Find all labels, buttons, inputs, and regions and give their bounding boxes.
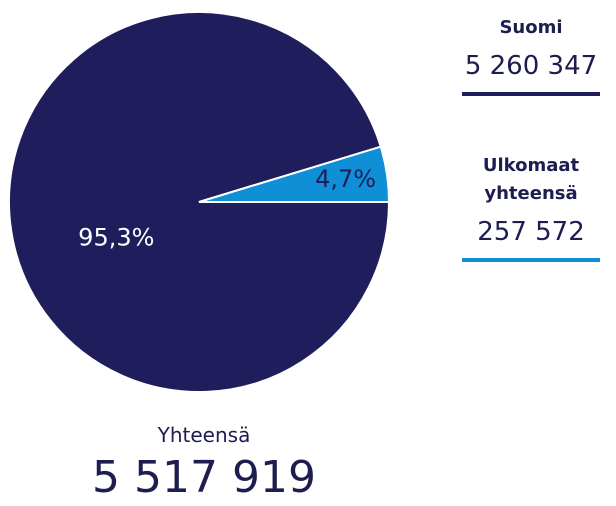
legend-label: Suomi	[499, 17, 563, 38]
pie-chart: 95,3% 4,7%	[8, 11, 391, 393]
legend-entry: Suomi 5 260 347	[456, 14, 606, 96]
legend-entry: Ulkomaat yhteensä 257 572	[456, 152, 606, 262]
total-block: Yhteensä 5 517 919	[54, 420, 354, 506]
legend-label: Ulkomaat yhteensä	[482, 155, 580, 204]
slice-label: 4,7%	[315, 165, 376, 193]
legend-count: 257 572	[477, 217, 585, 247]
pie-slice	[198, 145, 391, 203]
total-value: 5 517 919	[92, 452, 316, 503]
legend-swatch	[462, 258, 600, 262]
legend-swatch	[462, 92, 600, 96]
slice-label: 95,3%	[78, 223, 154, 251]
total-label: Yhteensä	[157, 423, 251, 447]
legend-count: 5 260 347	[464, 51, 598, 81]
